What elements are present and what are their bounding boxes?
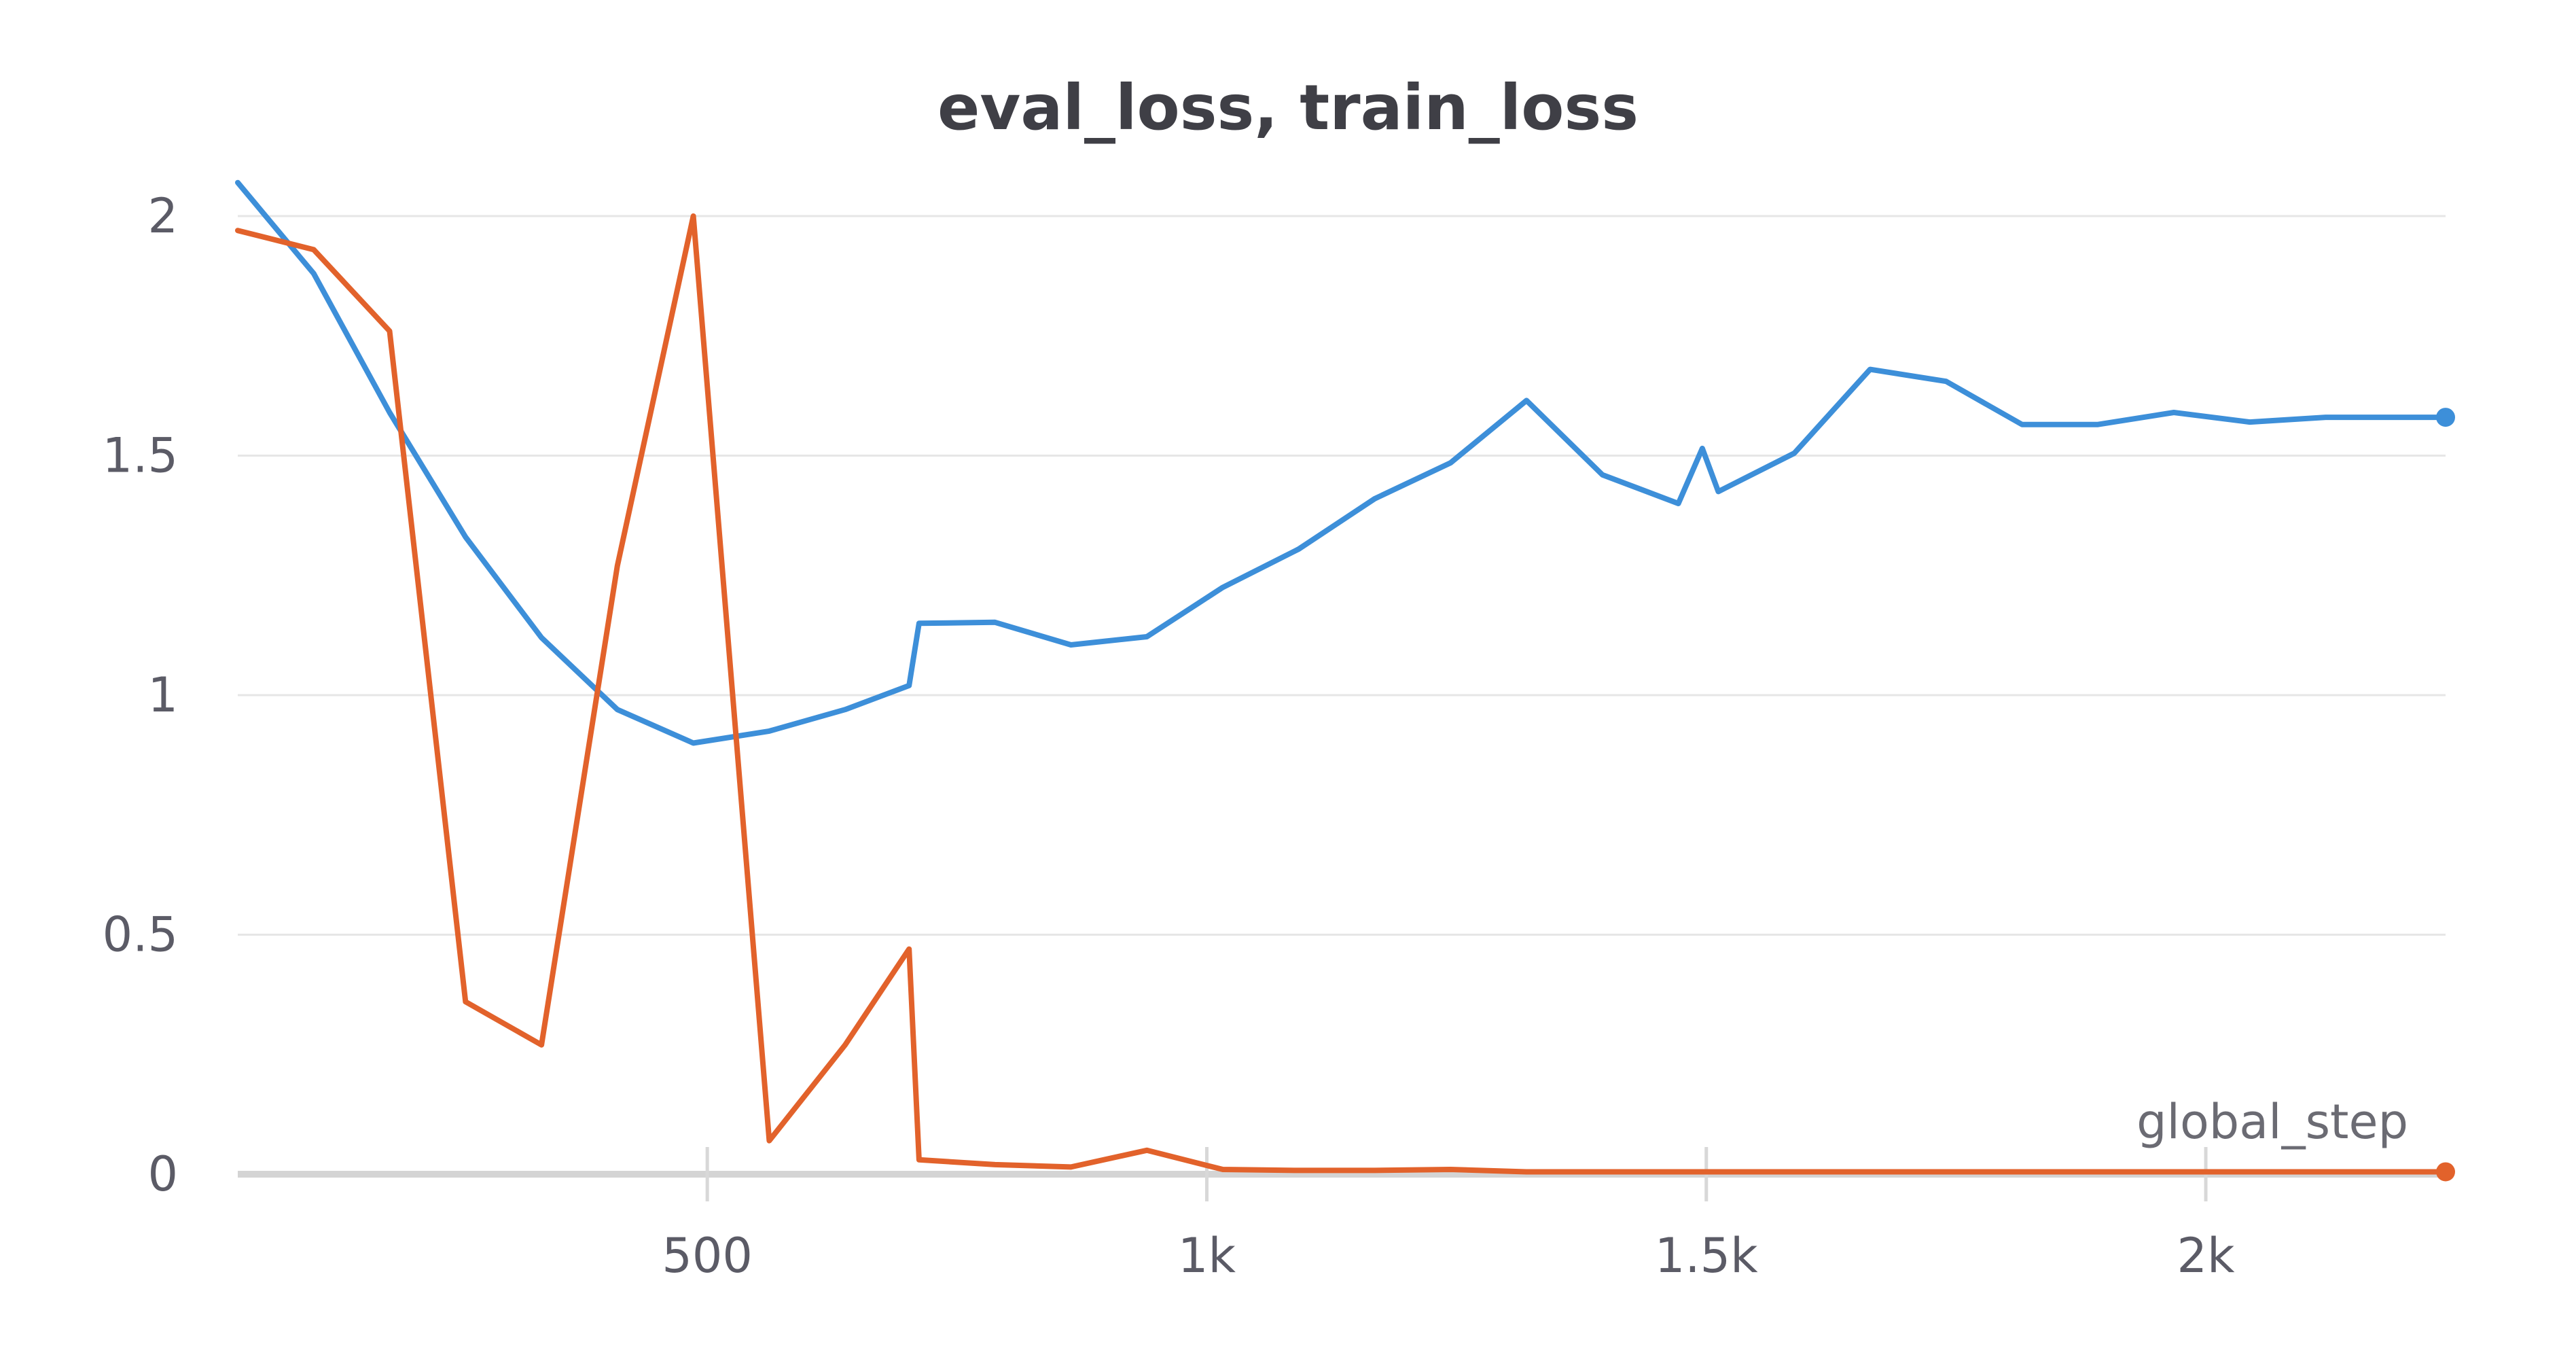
y-tick-label: 2: [147, 188, 178, 244]
grid-lines: [238, 216, 2446, 1174]
x-axis-title: global_step: [2136, 1094, 2408, 1150]
x-tick-label: 500: [662, 1228, 753, 1284]
chart-title: eval_loss, train_loss: [937, 71, 1639, 144]
x-tick-label: 1k: [1178, 1228, 1236, 1284]
series-line-2[interactable]: [238, 216, 2446, 1172]
y-tick-label: 0: [147, 1146, 178, 1202]
axis-ticks: 0 0.5 1 1.5 2 500 1k 1.5k 2k: [103, 188, 2235, 1284]
y-tick-label: 1: [147, 667, 178, 723]
x-tick-label: 2k: [2177, 1228, 2236, 1284]
series-lines[interactable]: [238, 183, 2455, 1182]
series-end-marker-2[interactable]: [2436, 1162, 2455, 1181]
series-line-1[interactable]: [238, 183, 2446, 743]
series-end-marker-1[interactable]: [2436, 408, 2455, 427]
y-tick-label: 0.5: [103, 907, 178, 963]
y-tick-label: 1.5: [103, 428, 178, 484]
x-tick-label: 1.5k: [1655, 1228, 1758, 1284]
